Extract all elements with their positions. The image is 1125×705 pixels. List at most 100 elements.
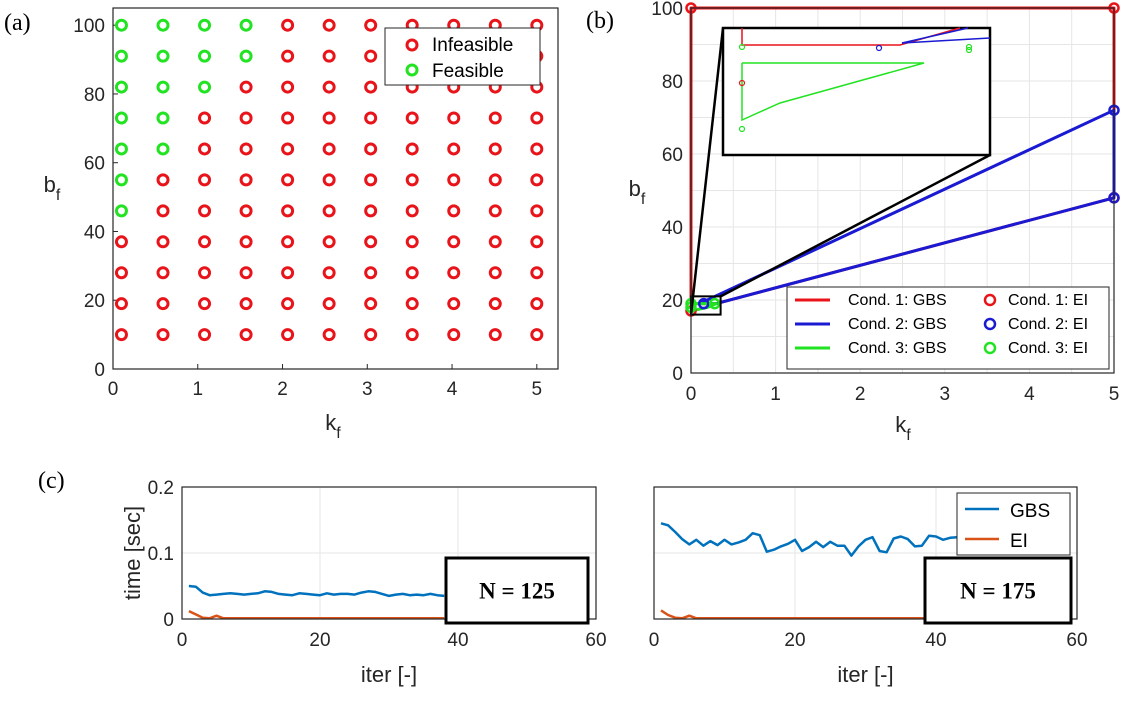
infeasible-point xyxy=(281,235,295,249)
panel-c2-time-n175: 0 20 40 60 N = 175 iter [-] GBS EI xyxy=(649,486,1088,687)
series-line-ei xyxy=(660,609,958,620)
infeasible-point xyxy=(364,80,378,94)
panel-c1-time-n125: 0 20 40 60 0 0.1 0.2 N = 125 iter [-] time [sec] xyxy=(120,478,607,687)
series-line-gbs xyxy=(660,522,958,557)
ei-point xyxy=(697,297,710,310)
y-tick-label: 0.1 xyxy=(148,544,174,565)
feasible-point xyxy=(114,142,128,156)
feasible-point xyxy=(114,111,128,125)
infeasible-point xyxy=(447,111,461,125)
infeasible-point xyxy=(364,266,378,280)
infeasible-point xyxy=(156,328,170,342)
infeasible-point xyxy=(322,80,336,94)
infeasible-point xyxy=(281,18,295,32)
y-tick-label: 40 xyxy=(662,218,683,239)
panel-a-feasibility-scatter: 0 1 2 3 4 5 0 20 40 60 80 100 Infeasible Feasible kf bf xyxy=(44,7,559,442)
infeasible-point xyxy=(281,297,295,311)
legend: Cond. 1: GBS Cond. 1: EI Cond. 2: GBS Cond.… xyxy=(786,286,1110,370)
x-tick-label: 2 xyxy=(855,384,866,405)
n-annotation-label: N = 175 xyxy=(960,579,1036,604)
legend-box xyxy=(956,492,1071,556)
infeasible-point xyxy=(488,235,502,249)
legend-label: GBS xyxy=(1010,501,1050,522)
feasible-point xyxy=(156,111,170,125)
n-annotation-box xyxy=(444,556,590,625)
infeasible-point xyxy=(281,80,295,94)
infeasible-point xyxy=(322,204,336,218)
infeasible-point xyxy=(405,235,419,249)
panel-label-c: (c) xyxy=(38,468,65,494)
infeasible-point xyxy=(405,142,419,156)
infeasible-point xyxy=(364,142,378,156)
infeasible-point xyxy=(281,49,295,63)
y-tick-label: 40 xyxy=(84,222,105,243)
feasible-point xyxy=(114,80,128,94)
x-tick-label: 20 xyxy=(309,630,330,651)
n-annotation-box xyxy=(923,556,1073,625)
feasible-point xyxy=(114,18,128,32)
legend-label: EI xyxy=(1010,531,1028,552)
inset-point xyxy=(875,44,883,52)
infeasible-point xyxy=(239,235,253,249)
legend-label-ei: Cond. 1: EI xyxy=(1008,292,1088,309)
zoom-connector xyxy=(689,27,725,315)
infeasible-point xyxy=(447,204,461,218)
infeasible-point xyxy=(198,173,212,187)
infeasible-point xyxy=(405,173,419,187)
legend-marker-infeasible xyxy=(405,38,419,52)
ei-point xyxy=(708,297,721,310)
infeasible-point xyxy=(530,111,544,125)
axes-frame xyxy=(653,486,1078,620)
x-tick-label: 0 xyxy=(108,379,119,400)
x-axis-label: kf xyxy=(325,410,341,442)
infeasible-point xyxy=(530,328,544,342)
feasible-point xyxy=(198,49,212,63)
x-tick-label: 0 xyxy=(686,384,697,405)
y-axis-label: time [sec] xyxy=(120,506,145,600)
infeasible-point xyxy=(198,235,212,249)
feasible-point xyxy=(156,18,170,32)
infeasible-point xyxy=(322,297,336,311)
infeasible-point xyxy=(530,235,544,249)
infeasible-point xyxy=(281,266,295,280)
infeasible-point xyxy=(364,204,378,218)
infeasible-point xyxy=(364,173,378,187)
infeasible-point xyxy=(281,142,295,156)
legend-marker-ei xyxy=(983,317,997,331)
infeasible-point xyxy=(447,297,461,311)
x-axis-label: iter [-] xyxy=(361,662,417,687)
infeasible-point xyxy=(156,297,170,311)
infeasible-point xyxy=(198,266,212,280)
infeasible-point xyxy=(322,18,336,32)
x-tick-label: 60 xyxy=(1066,630,1087,651)
x-tick-label: 1 xyxy=(192,379,203,400)
legend-marker-ei xyxy=(983,293,997,307)
infeasible-point xyxy=(156,235,170,249)
y-axis-label: bf xyxy=(629,176,646,208)
legend-label-gbs: Cond. 3: GBS xyxy=(848,340,947,357)
legend-label-ei: Cond. 2: EI xyxy=(1008,316,1088,333)
legend-marker-feasible xyxy=(405,63,419,77)
infeasible-point xyxy=(405,297,419,311)
infeasible-point xyxy=(198,328,212,342)
infeasible-point xyxy=(239,266,253,280)
inset-point xyxy=(738,125,746,133)
legend: Infeasible Feasible xyxy=(384,27,541,86)
x-tick-label: 20 xyxy=(784,630,805,651)
inset-point xyxy=(738,79,746,87)
x-tick-label: 5 xyxy=(532,379,543,400)
x-tick-label: 40 xyxy=(925,630,946,651)
x-tick-label: 3 xyxy=(940,384,951,405)
feasible-point xyxy=(198,80,212,94)
feasible-point xyxy=(156,142,170,156)
infeasible-point xyxy=(530,297,544,311)
infeasible-point xyxy=(405,266,419,280)
series-line xyxy=(690,302,718,313)
inset-point xyxy=(738,43,746,51)
inset-frame xyxy=(721,26,992,157)
series-line-ei xyxy=(188,609,445,620)
legend-label-gbs: Cond. 2: GBS xyxy=(848,316,947,333)
infeasible-point xyxy=(281,328,295,342)
infeasible-point xyxy=(198,297,212,311)
zoom-connector xyxy=(720,153,991,298)
